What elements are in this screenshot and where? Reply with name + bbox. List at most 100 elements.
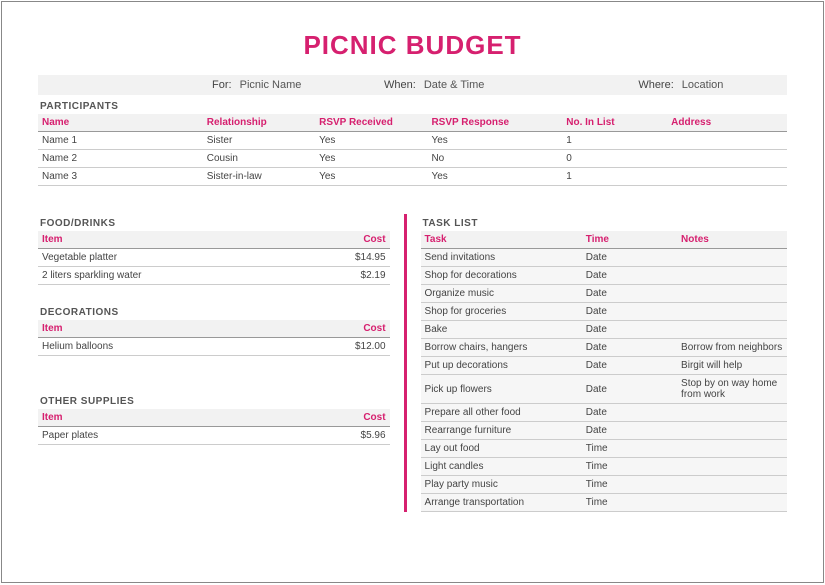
cell-no: 1	[562, 132, 667, 150]
table-row: Pick up flowersDateStop by on way home f…	[421, 375, 787, 404]
cell-addr	[667, 168, 787, 186]
middle-container: FOOD/DRINKS Item Cost Vegetable platter$…	[38, 214, 787, 512]
table-row: Helium balloons$12.00	[38, 338, 390, 356]
decorations-table: Item Cost Helium balloons$12.00	[38, 320, 390, 356]
table-row: Prepare all other foodDate	[421, 404, 787, 422]
tasks-col-time: Time	[582, 231, 677, 249]
cell-rel: Sister	[203, 132, 315, 150]
food-table: Item Cost Vegetable platter$14.952 liter…	[38, 231, 390, 285]
cell-rel: Cousin	[203, 150, 315, 168]
tasks-col-task: Task	[421, 231, 582, 249]
cell-time: Date	[582, 321, 677, 339]
cell-notes	[677, 303, 787, 321]
cell-time: Date	[582, 404, 677, 422]
table-row: Shop for groceriesDate	[421, 303, 787, 321]
participants-header-row: Name Relationship RSVP Received RSVP Res…	[38, 114, 787, 132]
participants-table: Name Relationship RSVP Received RSVP Res…	[38, 114, 787, 186]
info-row: For: Picnic Name When: Date & Time Where…	[38, 75, 787, 95]
table-row: Lay out foodTime	[421, 440, 787, 458]
food-col-cost: Cost	[297, 231, 390, 249]
cell-time: Date	[582, 339, 677, 357]
cell-item: Paper plates	[38, 427, 270, 445]
table-row: Vegetable platter$14.95	[38, 249, 390, 267]
cell-task: Bake	[421, 321, 582, 339]
tasks-table: Task Time Notes Send invitationsDateShop…	[421, 231, 787, 512]
cell-notes	[677, 285, 787, 303]
cell-rsp: No	[427, 150, 562, 168]
cell-rsp: Yes	[427, 168, 562, 186]
supplies-section-label: OTHER SUPPLIES	[38, 392, 390, 409]
cell-notes: Stop by on way home from work	[677, 375, 787, 404]
table-row: Send invitationsDate	[421, 249, 787, 267]
cell-cost: $5.96	[270, 427, 389, 445]
right-column: TASK LIST Task Time Notes Send invitatio…	[407, 214, 787, 512]
tasks-col-notes: Notes	[677, 231, 787, 249]
cell-name: Name 2	[38, 150, 203, 168]
col-address: Address	[667, 114, 787, 132]
cell-time: Date	[582, 375, 677, 404]
table-row: Play party musicTime	[421, 476, 787, 494]
cell-time: Time	[582, 494, 677, 512]
page: PICNIC BUDGET For: Picnic Name When: Dat…	[1, 1, 824, 583]
when-value: Date & Time	[424, 79, 485, 91]
table-row: Borrow chairs, hangersDateBorrow from ne…	[421, 339, 787, 357]
cell-task: Pick up flowers	[421, 375, 582, 404]
cell-time: Time	[582, 458, 677, 476]
cell-notes	[677, 404, 787, 422]
food-section-label: FOOD/DRINKS	[38, 214, 390, 231]
cell-notes	[677, 476, 787, 494]
cell-notes	[677, 440, 787, 458]
decorations-section-label: DECORATIONS	[38, 303, 390, 320]
cell-rsp: Yes	[427, 132, 562, 150]
cell-cost: $2.19	[297, 267, 390, 285]
page-title: PICNIC BUDGET	[38, 30, 787, 61]
cell-task: Lay out food	[421, 440, 582, 458]
left-column: FOOD/DRINKS Item Cost Vegetable platter$…	[38, 214, 404, 512]
cell-time: Date	[582, 249, 677, 267]
col-rsvp-response: RSVP Response	[427, 114, 562, 132]
cell-notes	[677, 422, 787, 440]
table-row: BakeDate	[421, 321, 787, 339]
table-row: Paper plates$5.96	[38, 427, 390, 445]
cell-task: Send invitations	[421, 249, 582, 267]
for-label: For:	[212, 79, 232, 91]
cell-task: Rearrange furniture	[421, 422, 582, 440]
cell-notes	[677, 267, 787, 285]
cell-name: Name 1	[38, 132, 203, 150]
cell-task: Organize music	[421, 285, 582, 303]
col-relationship: Relationship	[203, 114, 315, 132]
food-col-item: Item	[38, 231, 297, 249]
cell-item: Helium balloons	[38, 338, 274, 356]
cell-no: 0	[562, 150, 667, 168]
table-row: Name 3Sister-in-lawYesYes1	[38, 168, 787, 186]
supplies-col-cost: Cost	[270, 409, 389, 427]
table-row: Shop for decorationsDate	[421, 267, 787, 285]
cell-cost: $12.00	[274, 338, 389, 356]
decorations-col-item: Item	[38, 320, 274, 338]
for-value: Picnic Name	[240, 79, 302, 91]
table-row: Organize musicDate	[421, 285, 787, 303]
cell-time: Date	[582, 303, 677, 321]
table-row: Put up decorationsDateBirgit will help	[421, 357, 787, 375]
cell-task: Shop for decorations	[421, 267, 582, 285]
cell-task: Arrange transportation	[421, 494, 582, 512]
cell-time: Date	[582, 422, 677, 440]
when-label: When:	[384, 79, 416, 91]
cell-time: Time	[582, 440, 677, 458]
table-row: Light candlesTime	[421, 458, 787, 476]
col-no-in-list: No. In List	[562, 114, 667, 132]
where-value: Location	[682, 79, 724, 91]
cell-task: Play party music	[421, 476, 582, 494]
cell-addr	[667, 150, 787, 168]
cell-notes	[677, 321, 787, 339]
cell-rcv: Yes	[315, 132, 427, 150]
cell-item: 2 liters sparkling water	[38, 267, 297, 285]
table-row: Name 1SisterYesYes1	[38, 132, 787, 150]
cell-notes	[677, 458, 787, 476]
cell-addr	[667, 132, 787, 150]
cell-name: Name 3	[38, 168, 203, 186]
table-row: Arrange transportationTime	[421, 494, 787, 512]
supplies-table: Item Cost Paper plates$5.96	[38, 409, 390, 445]
cell-rcv: Yes	[315, 168, 427, 186]
cell-notes: Borrow from neighbors	[677, 339, 787, 357]
